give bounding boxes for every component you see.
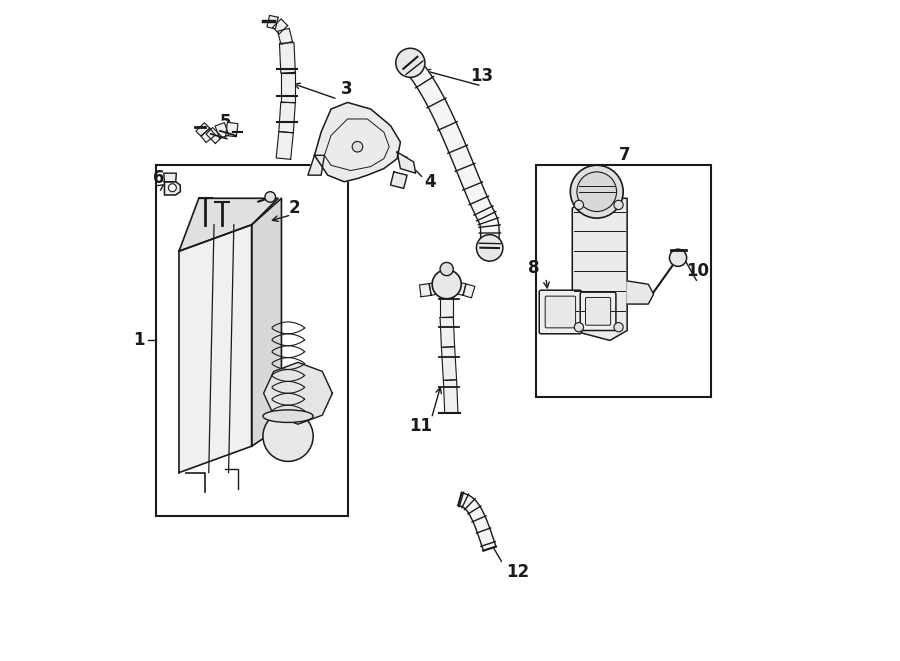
- Circle shape: [432, 270, 461, 299]
- Circle shape: [440, 262, 454, 276]
- Polygon shape: [440, 317, 454, 347]
- Text: 4: 4: [425, 173, 436, 191]
- Text: 6: 6: [153, 169, 165, 188]
- Polygon shape: [279, 102, 295, 133]
- Text: 12: 12: [506, 563, 529, 581]
- Polygon shape: [627, 281, 653, 304]
- Polygon shape: [179, 198, 278, 251]
- FancyBboxPatch shape: [580, 292, 616, 330]
- Circle shape: [670, 249, 687, 266]
- Polygon shape: [397, 152, 416, 173]
- Polygon shape: [264, 362, 332, 424]
- Polygon shape: [252, 198, 282, 446]
- Polygon shape: [273, 19, 288, 34]
- Text: 5: 5: [220, 113, 231, 132]
- Circle shape: [571, 165, 623, 218]
- Polygon shape: [454, 282, 465, 295]
- Polygon shape: [281, 73, 295, 102]
- Polygon shape: [179, 225, 252, 473]
- Circle shape: [577, 172, 616, 212]
- Circle shape: [614, 323, 623, 332]
- Polygon shape: [278, 28, 293, 44]
- Text: 7: 7: [619, 146, 631, 165]
- Circle shape: [396, 48, 425, 77]
- Polygon shape: [572, 198, 627, 340]
- Polygon shape: [440, 288, 454, 317]
- Polygon shape: [215, 123, 229, 138]
- Text: 10: 10: [687, 262, 709, 280]
- Text: 1: 1: [133, 331, 145, 350]
- Polygon shape: [201, 128, 215, 143]
- Polygon shape: [403, 57, 500, 248]
- Circle shape: [263, 411, 313, 461]
- Circle shape: [614, 200, 623, 210]
- Polygon shape: [164, 173, 176, 182]
- Polygon shape: [165, 182, 180, 195]
- FancyBboxPatch shape: [539, 290, 581, 334]
- Circle shape: [265, 192, 275, 202]
- Polygon shape: [276, 132, 293, 159]
- Circle shape: [574, 200, 583, 210]
- Text: 11: 11: [410, 417, 432, 436]
- Polygon shape: [463, 284, 475, 298]
- Circle shape: [168, 184, 176, 192]
- Text: 3: 3: [341, 80, 353, 98]
- Bar: [156, 165, 347, 516]
- Polygon shape: [458, 492, 496, 551]
- Bar: [536, 165, 711, 397]
- Polygon shape: [206, 128, 222, 143]
- FancyBboxPatch shape: [586, 297, 610, 325]
- Text: 2: 2: [289, 199, 301, 217]
- Text: 13: 13: [470, 67, 493, 85]
- Polygon shape: [314, 102, 400, 182]
- Polygon shape: [196, 123, 210, 136]
- Polygon shape: [419, 284, 431, 297]
- FancyBboxPatch shape: [545, 296, 576, 328]
- Polygon shape: [308, 155, 324, 175]
- Polygon shape: [441, 346, 456, 381]
- Polygon shape: [267, 15, 278, 29]
- Circle shape: [574, 323, 583, 332]
- Ellipse shape: [263, 410, 313, 422]
- Text: 8: 8: [527, 258, 539, 277]
- Circle shape: [476, 235, 503, 261]
- Polygon shape: [226, 122, 238, 137]
- Circle shape: [352, 141, 363, 152]
- Polygon shape: [391, 172, 407, 188]
- Polygon shape: [428, 282, 440, 295]
- Polygon shape: [280, 43, 295, 73]
- Text: 9: 9: [586, 298, 598, 317]
- Polygon shape: [444, 380, 458, 413]
